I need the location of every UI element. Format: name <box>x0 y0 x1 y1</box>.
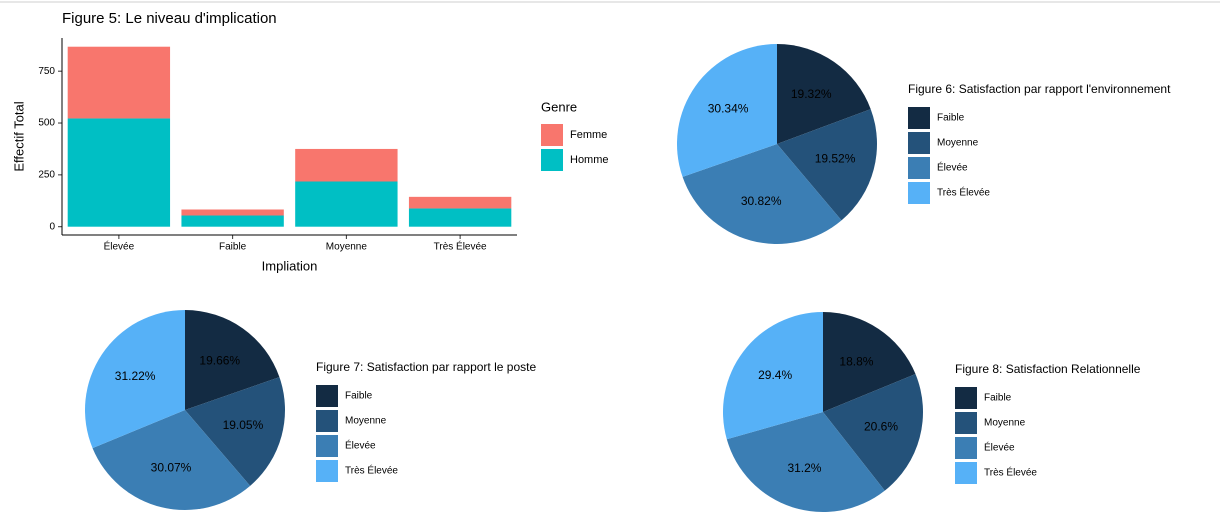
legend-key <box>316 460 338 482</box>
bar-segment <box>295 181 398 227</box>
y-tick-label: 0 <box>49 221 55 232</box>
bar-segment <box>295 148 398 182</box>
slice-label: 19.32% <box>791 87 832 101</box>
slice-label: 29.4% <box>758 368 792 382</box>
pie-slice <box>726 412 885 512</box>
legend-label: Élevée <box>984 441 1015 454</box>
bar-segment <box>181 215 284 227</box>
legend-label: Moyenne <box>937 138 979 149</box>
legend-title: Figure 6: Satisfaction par rapport l'env… <box>908 82 1171 96</box>
legend-label: Très Élevée <box>937 186 990 199</box>
chart-title: Figure 5: Le niveau d'implication <box>62 10 277 27</box>
y-tick-label: 500 <box>38 118 55 129</box>
legend-key <box>955 462 977 484</box>
legend-label: Femme <box>570 129 607 141</box>
pie-slice <box>92 410 251 510</box>
pie-slice <box>823 374 923 491</box>
bar-segment <box>408 196 512 209</box>
legend-key <box>316 385 338 407</box>
x-tick-label: Moyenne <box>326 242 368 253</box>
slice-label: 30.82% <box>741 194 782 208</box>
slice-label: 30.34% <box>708 101 749 115</box>
bar-segment <box>67 118 171 227</box>
pie-slice <box>185 310 280 410</box>
bar-segment <box>67 46 171 119</box>
slice-label: 18.8% <box>839 354 873 368</box>
pie-slice <box>777 109 877 221</box>
bar-segment <box>408 208 512 227</box>
legend-key <box>955 437 977 459</box>
legend-key <box>316 410 338 432</box>
x-axis-label: Impliation <box>262 258 318 273</box>
legend-label: Très Élevée <box>345 464 398 477</box>
pie-slice <box>723 312 823 440</box>
pie-slice <box>677 43 778 177</box>
slice-label: 19.05% <box>223 418 264 432</box>
bar-segment <box>181 209 284 216</box>
legend-label: Élevée <box>937 161 968 174</box>
legend-label: Élevée <box>345 439 376 452</box>
pie-slice <box>777 44 871 144</box>
slice-label: 19.52% <box>815 151 856 165</box>
slice-label: 20.6% <box>864 419 898 433</box>
legend-key <box>541 124 563 146</box>
legend-label: Moyenne <box>345 416 387 427</box>
legend-title: Genre <box>541 99 577 114</box>
legend-key <box>541 149 563 171</box>
pie-slice <box>682 144 842 244</box>
legend-label: Faible <box>937 113 965 124</box>
pie-slice <box>185 377 285 486</box>
slice-label: 31.2% <box>787 461 821 475</box>
x-tick-label: Élevée <box>104 240 135 253</box>
slice-label: 30.07% <box>151 461 192 475</box>
y-tick-label: 250 <box>38 170 55 181</box>
legend-key <box>955 387 977 409</box>
legend-label: Moyenne <box>984 418 1026 429</box>
legend-key <box>316 435 338 457</box>
legend-label: Faible <box>345 391 373 402</box>
x-tick-label: Faible <box>219 242 247 253</box>
pie-slice <box>84 310 185 449</box>
legend-label: Homme <box>570 154 609 166</box>
slice-label: 19.66% <box>199 353 240 367</box>
legend-key <box>908 157 930 179</box>
legend-key <box>908 107 930 129</box>
legend-label: Faible <box>984 393 1012 404</box>
legend-key <box>908 182 930 204</box>
legend-key <box>955 412 977 434</box>
legend-key <box>908 132 930 154</box>
pie-slice <box>823 312 916 412</box>
legend-title: Figure 7: Satisfaction par rapport le po… <box>316 360 536 374</box>
slice-label: 31.22% <box>115 369 156 383</box>
legend-title: Figure 8: Satisfaction Relationnelle <box>955 362 1141 376</box>
legend-label: Très Élevée <box>984 466 1037 479</box>
y-axis-label: Effectif Total <box>11 101 26 171</box>
y-tick-label: 750 <box>38 66 55 77</box>
x-tick-label: Très Élevée <box>434 240 487 253</box>
